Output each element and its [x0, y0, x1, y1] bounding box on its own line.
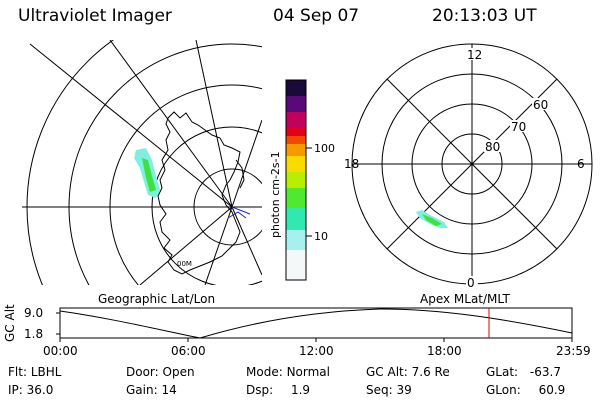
altitude-ytick-low: 1.8: [24, 327, 44, 341]
altitude-xtick-4: 23:59: [556, 344, 591, 358]
colorbar-tick-10: 10: [314, 230, 328, 243]
mini-coast-label: 00M: [177, 260, 192, 268]
instrument-title: Ultraviolet Imager: [18, 6, 172, 26]
footer-dsp: Dsp: 1.9: [246, 383, 311, 397]
altitude-xtick-1: 06:00: [171, 344, 206, 358]
polar-label-6: 6: [577, 157, 585, 171]
altitude-ytick-high: 9.0: [24, 306, 44, 320]
time-label: 20:13:03 UT: [432, 6, 537, 26]
altitude-xtick-0: 00:00: [43, 344, 78, 358]
polar-label-60: 60: [533, 98, 548, 112]
altitude-xtick-3: 18:00: [427, 344, 462, 358]
footer-gain: Gain: 14: [126, 383, 177, 397]
footer-glon: GLon: 60.9: [486, 383, 566, 397]
colorbar-unit-label: photon cm-2s-1: [269, 151, 282, 238]
footer-mode: Mode: Normal: [246, 365, 330, 379]
colorbar: [285, 79, 312, 281]
polar-label-70: 70: [511, 120, 526, 134]
altitude-xtick-2: 12:00: [299, 344, 334, 358]
polar-label-18: 18: [344, 157, 359, 171]
colorbar-tick-100: 100: [314, 142, 335, 155]
polar-label-12: 12: [467, 48, 482, 62]
footer-door: Door: Open: [126, 365, 195, 379]
altitude-ylabel: GC Alt: [3, 304, 17, 342]
polar-label-0: 0: [467, 276, 475, 290]
footer-seq: Seq: 39: [366, 383, 412, 397]
date-label: 04 Sep 07: [273, 6, 360, 26]
geographic-label: Geographic Lat/Lon: [98, 292, 216, 306]
polar-label-80: 80: [485, 140, 500, 154]
apex-label: Apex MLat/MLT: [420, 292, 510, 306]
footer-gcalt: GC Alt: 7.6 Re: [366, 365, 450, 379]
footer-glat: GLat: -63.7: [486, 365, 561, 379]
footer-ip: IP: 36.0: [8, 383, 54, 397]
altitude-plot: [56, 307, 573, 342]
footer-flt: Flt: LBHL: [8, 365, 62, 379]
geographic-map: [22, 40, 262, 285]
polar-map: [351, 43, 593, 285]
